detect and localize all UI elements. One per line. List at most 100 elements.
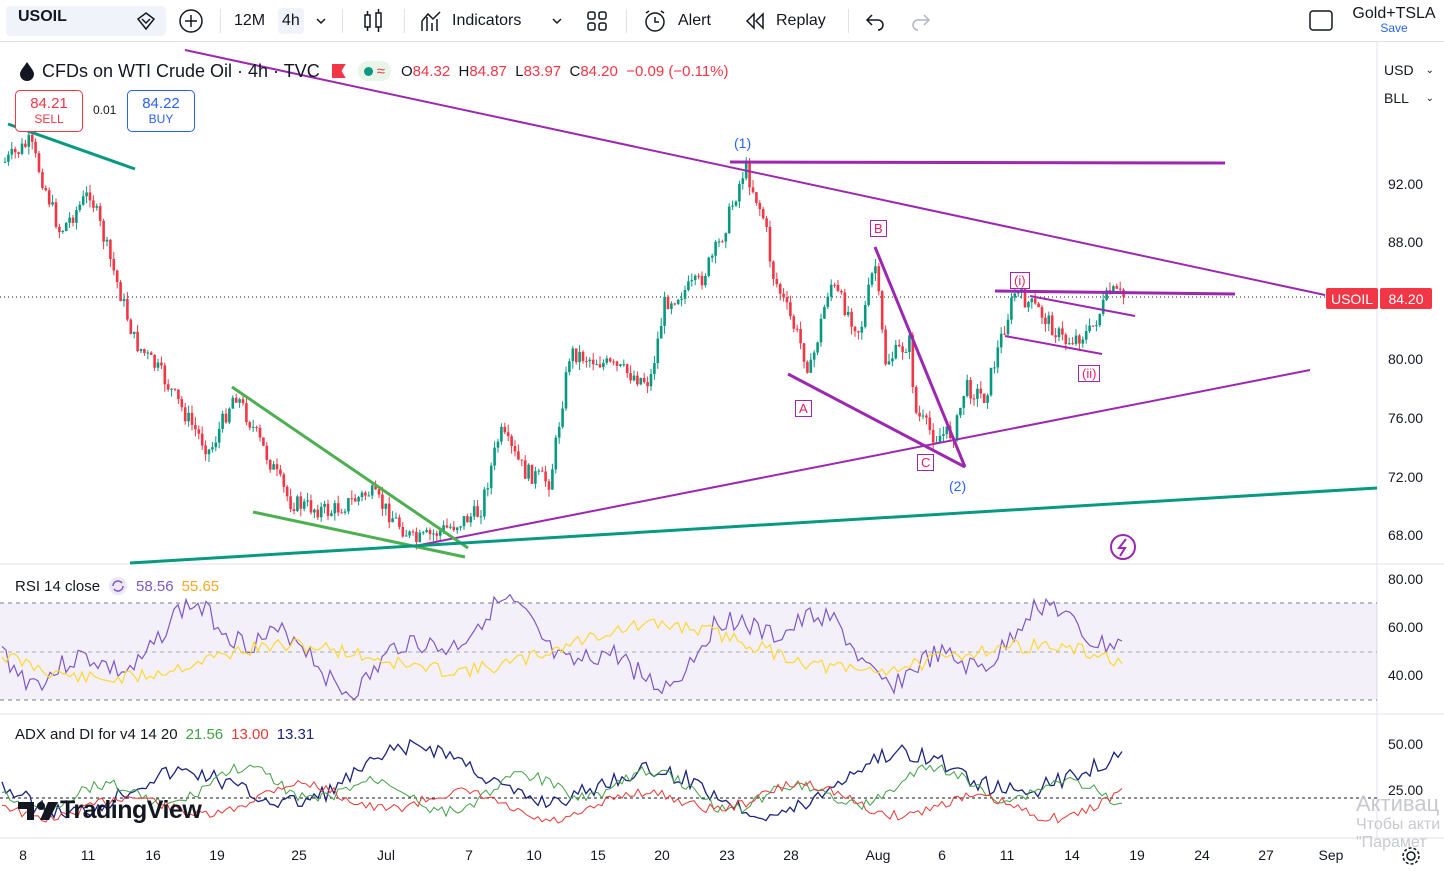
candle-body — [1118, 288, 1122, 290]
green-wedge-lower[interactable] — [252, 510, 466, 559]
wave-label-b[interactable]: B — [870, 220, 887, 237]
candle-body — [183, 407, 187, 422]
redo-icon[interactable] — [910, 0, 932, 42]
candle-body — [761, 209, 765, 219]
candle-body — [299, 496, 303, 509]
candle-body — [697, 275, 700, 277]
wave-label-2[interactable]: (2) — [949, 478, 967, 494]
candle-body — [401, 527, 405, 537]
candle-body — [1057, 328, 1061, 338]
candle-body — [731, 205, 734, 207]
green-wedge-upper[interactable] — [231, 385, 469, 550]
candle-body — [887, 361, 891, 365]
alert-button[interactable]: Alert — [642, 0, 711, 42]
chart-title: CFDs on WTI Crude Oil · 4h · TVC — [42, 60, 320, 81]
price-axis-label: 80.00 — [1388, 351, 1423, 367]
trendline-support[interactable] — [419, 369, 1311, 546]
trendline-resistance[interactable] — [184, 49, 1326, 296]
candle-body — [710, 255, 714, 258]
settings-gear-icon[interactable] — [1400, 845, 1422, 872]
candle-body — [755, 192, 758, 203]
candles-icon[interactable] — [362, 0, 384, 42]
time-axis-label: 19 — [1129, 847, 1145, 863]
unit-select[interactable]: BLL ⌄ — [1378, 84, 1440, 112]
flag-top[interactable] — [1029, 295, 1136, 317]
candle-body — [275, 464, 279, 470]
wedge-line-upper[interactable] — [873, 246, 967, 468]
lightning-icon[interactable] — [1110, 534, 1136, 560]
wave-label-a[interactable]: A — [795, 400, 812, 417]
horizontal-line-wavei[interactable] — [994, 289, 1236, 296]
chart-canvas[interactable]: 92.00 88.00 80.00 76.00 72.00 68.00 80.00 60.00… — [0, 42, 1444, 874]
adx-value-1: 21.56 — [185, 726, 224, 743]
green-support-line[interactable] — [129, 486, 1378, 565]
candle-body — [408, 531, 411, 536]
compare-icon[interactable] — [134, 0, 158, 42]
indicators-dropdown-icon[interactable] — [550, 0, 564, 42]
flag-bottom[interactable] — [1004, 335, 1103, 355]
timeframe-12m[interactable]: 12M — [234, 12, 266, 29]
rsi-legend: RSI 14 close 58.56 55.65 — [15, 576, 219, 596]
market-status-badge[interactable]: ≈ — [357, 61, 391, 81]
candle-body — [908, 335, 911, 353]
candle-body — [282, 474, 286, 487]
candle-body — [608, 358, 612, 362]
timeframe-dropdown-icon[interactable] — [314, 0, 328, 42]
timeframe-4h[interactable]: 4h — [278, 0, 304, 42]
candle-body — [904, 352, 908, 354]
price-axis[interactable]: 92.00 88.00 80.00 76.00 72.00 68.00 80.00 60.00… — [1388, 176, 1423, 798]
wave-label-i[interactable]: (i) — [1010, 272, 1030, 289]
refresh-icon[interactable] — [108, 576, 128, 596]
wave-icon: ≈ — [376, 62, 385, 80]
layouts-icon[interactable] — [586, 0, 608, 42]
candle-body — [503, 426, 507, 433]
candle-body — [928, 417, 932, 431]
time-axis-label: 15 — [590, 847, 606, 863]
candle-body — [255, 426, 258, 428]
horizontal-line-wave1[interactable] — [729, 160, 1226, 165]
wedge-line-lower[interactable] — [787, 372, 966, 469]
buy-button[interactable]: 84.22 BUY — [127, 90, 195, 132]
symbol-name[interactable]: USOIL — [18, 8, 67, 25]
candle-body — [75, 210, 78, 223]
replay-button[interactable]: Replay — [744, 0, 826, 42]
undo-icon[interactable] — [864, 0, 886, 42]
timeframe-4h-label: 4h — [278, 8, 304, 34]
candle-body — [1037, 303, 1040, 308]
candle-body — [309, 500, 313, 513]
time-axis-label: 11 — [81, 847, 96, 863]
wave-label-1[interactable]: (1) — [734, 135, 752, 151]
candle-body — [143, 349, 146, 354]
candle-body — [700, 275, 704, 286]
candle-body — [591, 359, 595, 365]
candle-body — [666, 296, 670, 309]
candle-body — [595, 364, 598, 366]
indicators-button[interactable]: Indicators — [420, 0, 521, 42]
currency-select[interactable]: USD ⌄ — [1378, 56, 1440, 84]
time-axis-label: 28 — [783, 847, 799, 863]
candle-body — [370, 485, 374, 496]
layout-checkbox-icon[interactable] — [1308, 0, 1334, 42]
candle-body — [221, 413, 224, 429]
candle-body — [360, 492, 364, 498]
currency-value: USD — [1384, 62, 1414, 78]
layout-name-button[interactable]: Gold+TSLA Save — [1350, 5, 1438, 35]
tradingview-logo[interactable]: TradingView — [16, 796, 202, 825]
time-axis-label: 24 — [1194, 847, 1210, 863]
add-symbol-icon[interactable] — [178, 0, 204, 42]
candle-body — [435, 533, 439, 536]
candle-body — [41, 172, 44, 188]
wave-label-c[interactable]: C — [917, 454, 935, 471]
candle-body — [1061, 328, 1064, 335]
candle-body — [13, 148, 17, 153]
candle-body — [17, 152, 20, 154]
candle-body — [1006, 319, 1010, 335]
sell-button[interactable]: 84.21 SELL — [15, 90, 83, 132]
time-axis[interactable]: 8 11 16 19 25 Jul 7 10 15 20 23 28 Aug 6 11 14 19 24 27 Sep — [19, 847, 1344, 863]
wave-label-ii[interactable]: (ii) — [1078, 365, 1101, 382]
chevron-down-icon: ⌄ — [1425, 92, 1434, 104]
candle-body — [289, 496, 292, 510]
flag-icon[interactable] — [331, 64, 346, 78]
candle-body — [479, 516, 483, 518]
market-open-dot-icon — [363, 66, 373, 76]
